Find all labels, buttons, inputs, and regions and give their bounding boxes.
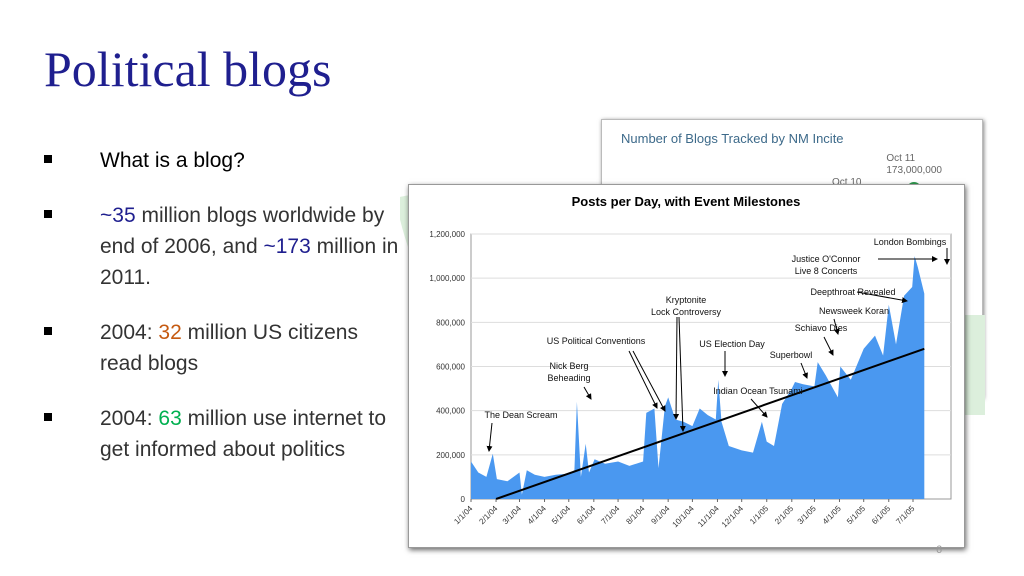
- annotation-label: Lock Controversy: [651, 307, 722, 317]
- annotation-label: Live 8 Concerts: [795, 266, 858, 276]
- x-tick-label: 7/1/04: [599, 504, 621, 526]
- annotation-arrow-icon: [823, 336, 834, 356]
- x-tick-label: 1/1/04: [452, 504, 474, 526]
- bullet-text: million in 2011.: [100, 235, 399, 289]
- x-tick-label: 9/1/04: [649, 504, 671, 526]
- x-tick-label: 10/1/04: [671, 504, 697, 530]
- x-tick-label: 2/1/04: [477, 504, 499, 526]
- x-tick-label: 4/1/04: [526, 504, 548, 526]
- bullet-item: What is a blog?: [40, 145, 400, 176]
- x-tick-label: 1/1/05: [748, 504, 770, 526]
- posts-area: [471, 256, 925, 499]
- x-tick-label: 6/1/05: [870, 504, 892, 526]
- annotation-arrow-icon: [800, 362, 808, 379]
- y-tick-label: 400,000: [436, 407, 465, 416]
- y-tick-label: 200,000: [436, 451, 465, 460]
- y-tick-label: 0: [461, 495, 466, 504]
- x-tick-label: 12/1/04: [720, 504, 746, 530]
- chart-title: Posts per Day, with Event Milestones: [572, 194, 801, 209]
- background-chart-title: Number of Blogs Tracked by NM Incite: [621, 131, 844, 146]
- posts-per-day-chart: Posts per Day, with Event Milestones 0 200…: [408, 184, 965, 548]
- annotation-label: Justice O'Connor: [792, 254, 861, 264]
- bullet-text: ~173: [263, 235, 311, 258]
- x-tick-label: 5/1/05: [845, 504, 867, 526]
- x-tick-label: 5/1/04: [550, 504, 572, 526]
- bullet-item: 2004: 63 million use internet to get inf…: [40, 403, 400, 465]
- oct11-value: 173,000,000: [886, 165, 942, 176]
- bullet-text: What is a blog?: [100, 149, 245, 172]
- annotation-label: US Political Conventions: [547, 336, 646, 346]
- slide-title: Political blogs: [44, 41, 332, 97]
- annotation-arrow-icon: [750, 398, 768, 418]
- annotation-arrow-icon: [833, 318, 840, 335]
- bullet-text: ~35: [100, 204, 136, 227]
- annotation-arrow-icon: [583, 386, 592, 400]
- bullet-item: 2004: 32 million US citizens read blogs: [40, 317, 400, 379]
- annotation-label: Deepthroat Revealed: [810, 287, 895, 297]
- bullet-text: million use internet to get informed abo…: [100, 407, 387, 461]
- bullet-square-icon: [44, 210, 52, 218]
- oct11-label: Oct 11 173,000,000: [886, 153, 942, 177]
- y-tick-label: 1,200,000: [429, 230, 465, 239]
- annotation-label: US Election Day: [699, 339, 765, 349]
- annotation-label: Newsweek Koran: [819, 306, 889, 316]
- x-tick-label: 2/1/05: [773, 504, 795, 526]
- bullet-square-icon: [44, 155, 52, 163]
- bullet-item: ~35 million blogs worldwide by end of 20…: [40, 200, 400, 293]
- annotation-arrow-icon: [856, 291, 908, 304]
- bullet-text: million US citizens read blogs: [100, 321, 358, 375]
- bullet-text: 2004:: [100, 407, 159, 430]
- annotation-label: Schiavo Dies: [795, 323, 848, 333]
- x-tick-label: 3/1/04: [501, 504, 523, 526]
- x-tick-label: 7/1/05: [894, 504, 916, 526]
- y-tick-label: 800,000: [436, 318, 465, 327]
- annotation-label: Superbowl: [770, 350, 813, 360]
- bullet-text: 63: [158, 407, 182, 430]
- annotation-label: Kryptonite: [666, 295, 707, 305]
- annotation-arrow-icon: [673, 316, 680, 420]
- bullet-text: million blogs worldwide by end of 2006, …: [100, 204, 385, 258]
- annotation-arrow-icon: [628, 350, 658, 409]
- bullet-list: What is a blog? ~35 million blogs worldw…: [40, 145, 400, 489]
- x-tick-label: 11/1/04: [696, 504, 721, 529]
- y-tick-label: 1,000,000: [429, 274, 465, 283]
- page-number: 6: [936, 544, 943, 556]
- y-tick-label: 600,000: [436, 363, 465, 372]
- bullet-text: 2004:: [100, 321, 159, 344]
- chart-svg: Posts per Day, with Event Milestones 0 200…: [429, 194, 952, 530]
- annotation-arrow-icon: [632, 350, 666, 412]
- annotation-label: The Dean Scream: [484, 410, 557, 420]
- x-tick-label: 6/1/04: [575, 504, 597, 526]
- bullet-square-icon: [44, 327, 52, 335]
- x-tick-label: 8/1/04: [624, 504, 646, 526]
- annotation-label: Indian Ocean Tsunami: [713, 386, 802, 396]
- annotation-arrow-icon: [678, 316, 686, 432]
- trend-line: [495, 347, 925, 500]
- bullet-text: 32: [158, 321, 182, 344]
- annotation-label: Beheading: [547, 373, 590, 383]
- x-tick-label: 3/1/05: [796, 504, 818, 526]
- oct10-label: Oct 10: [832, 177, 862, 188]
- oct11-date: Oct 11: [886, 153, 916, 164]
- annotation-label: Nick Berg: [549, 361, 588, 371]
- annotation-label: London Bombings: [874, 237, 947, 247]
- annotation-arrow-icon: [486, 422, 493, 452]
- x-tick-label: 4/1/05: [821, 504, 843, 526]
- bullet-square-icon: [44, 413, 52, 421]
